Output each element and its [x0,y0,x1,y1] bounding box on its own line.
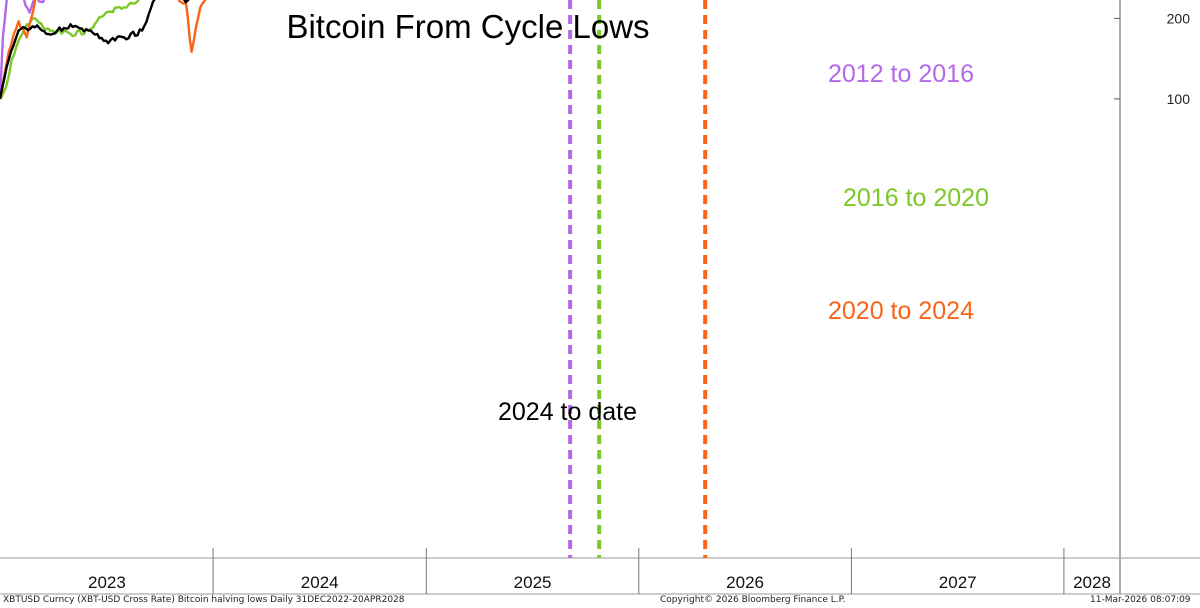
series-labels: 2012 to 2016 2016 to 2020 2020 to 2024 2024… [498,60,989,426]
x-tick-label-2027: 2027 [939,573,977,592]
y-axis: 1002003004001000200030004000100002000030… [1114,10,1191,107]
series-label-2020-to-2024: 2020 to 2024 [828,297,974,325]
chart-title: Bitcoin From Cycle Lows [286,8,649,45]
y-tick-label-100: 100 [1167,91,1191,107]
series-line-2024-to-date [0,0,190,100]
footer-copyright: Copyright© 2026 Bloomberg Finance L.P. [660,595,846,605]
x-tick-label-2026: 2026 [726,573,764,592]
x-tick-label-2025: 2025 [514,573,552,592]
series-label-2024-to-date: 2024 to date [498,398,637,426]
x-tick-label-2028: 2028 [1073,573,1111,592]
x-tick-label-2023: 2023 [88,573,126,592]
y-tick-label-200: 200 [1167,10,1191,26]
footer-timestamp: 11-Mar-2026 08:07:09 [1090,595,1191,605]
series-label-2016-to-2020: 2016 to 2020 [843,184,989,212]
footer: XBTUSD Curncy (XBT-USD Cross Rate) Bitco… [0,594,1200,608]
halving-vertical-lines [568,0,708,558]
x-axis: 2023 2024 2025 2026 2027 2028 [88,548,1111,594]
footer-source: XBTUSD Curncy (XBT-USD Cross Rate) Bitco… [3,595,405,605]
x-tick-label-2024: 2024 [301,573,339,592]
series-layer [0,0,207,100]
series-label-2012-to-2016: 2012 to 2016 [828,60,974,88]
